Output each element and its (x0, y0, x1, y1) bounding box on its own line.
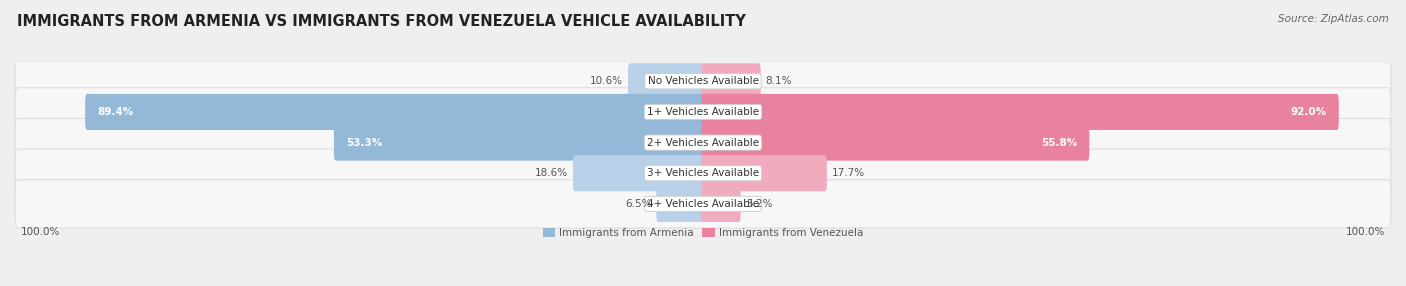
Text: 92.0%: 92.0% (1291, 107, 1326, 117)
FancyBboxPatch shape (628, 63, 704, 99)
FancyBboxPatch shape (15, 57, 1391, 106)
Text: No Vehicles Available: No Vehicles Available (648, 76, 758, 86)
Text: 53.3%: 53.3% (346, 138, 382, 148)
Text: 4+ Vehicles Available: 4+ Vehicles Available (647, 199, 759, 209)
Text: 3+ Vehicles Available: 3+ Vehicles Available (647, 168, 759, 178)
Text: 18.6%: 18.6% (534, 168, 568, 178)
Text: Source: ZipAtlas.com: Source: ZipAtlas.com (1278, 14, 1389, 24)
Text: 17.7%: 17.7% (832, 168, 865, 178)
FancyBboxPatch shape (702, 186, 741, 222)
FancyBboxPatch shape (15, 118, 1391, 167)
Text: 100.0%: 100.0% (1346, 227, 1385, 237)
Text: 8.1%: 8.1% (766, 76, 792, 86)
Text: 10.6%: 10.6% (591, 76, 623, 86)
FancyBboxPatch shape (15, 88, 1391, 136)
FancyBboxPatch shape (15, 149, 1391, 197)
FancyBboxPatch shape (702, 124, 1090, 161)
FancyBboxPatch shape (86, 94, 704, 130)
FancyBboxPatch shape (572, 155, 704, 191)
Text: IMMIGRANTS FROM ARMENIA VS IMMIGRANTS FROM VENEZUELA VEHICLE AVAILABILITY: IMMIGRANTS FROM ARMENIA VS IMMIGRANTS FR… (17, 14, 745, 29)
FancyBboxPatch shape (333, 124, 704, 161)
Text: 6.5%: 6.5% (624, 199, 651, 209)
Text: 1+ Vehicles Available: 1+ Vehicles Available (647, 107, 759, 117)
Text: 89.4%: 89.4% (97, 107, 134, 117)
FancyBboxPatch shape (702, 63, 761, 99)
FancyBboxPatch shape (702, 94, 1339, 130)
FancyBboxPatch shape (702, 155, 827, 191)
Legend: Immigrants from Armenia, Immigrants from Venezuela: Immigrants from Armenia, Immigrants from… (543, 228, 863, 238)
Text: 5.2%: 5.2% (745, 199, 772, 209)
Text: 100.0%: 100.0% (21, 227, 60, 237)
FancyBboxPatch shape (657, 186, 704, 222)
FancyBboxPatch shape (15, 180, 1391, 228)
Text: 55.8%: 55.8% (1040, 138, 1077, 148)
Text: 2+ Vehicles Available: 2+ Vehicles Available (647, 138, 759, 148)
